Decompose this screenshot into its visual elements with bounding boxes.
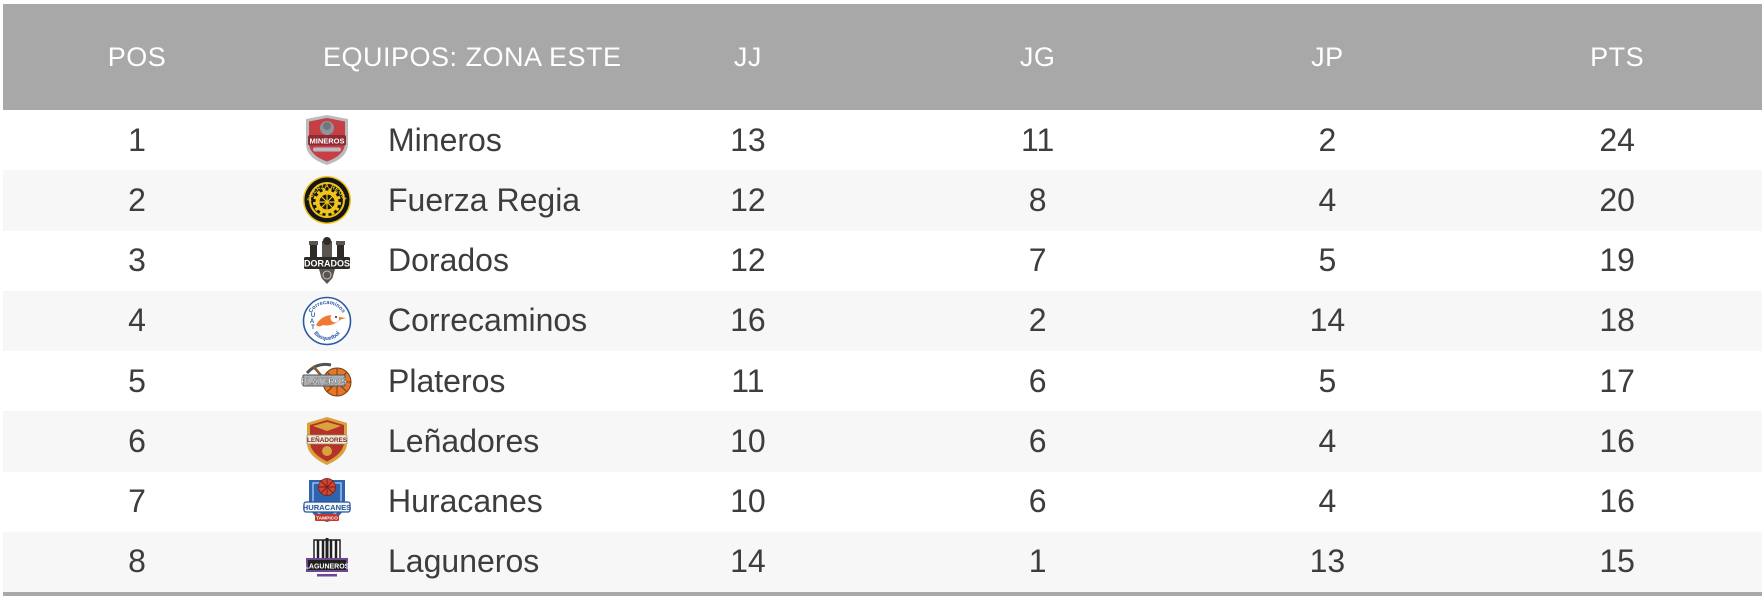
pts-cell: 19 — [1599, 242, 1635, 279]
svg-text:A: A — [310, 319, 315, 325]
team-cell: DORADOS Dorados — [271, 233, 603, 289]
team-name: Correcaminos — [388, 302, 588, 339]
table-row: 5 PLATEROS Plateros 11 6 5 17 — [3, 351, 1762, 412]
svg-text:DORADOS: DORADOS — [304, 258, 350, 268]
pos-cell: 2 — [128, 181, 146, 218]
column-header-jj: JJ — [733, 42, 762, 72]
pts-cell: 18 — [1599, 302, 1635, 339]
team-name: Mineros — [388, 121, 502, 158]
column-header-pos: POS — [107, 42, 167, 72]
team-name: Leñadores — [388, 422, 540, 459]
jg-cell: 1 — [1028, 543, 1047, 580]
pts-cell: 15 — [1599, 543, 1635, 580]
team-cell: LEÑADORES Leñadores — [271, 413, 603, 469]
pts-cell: 16 — [1599, 483, 1635, 520]
pts-cell: 17 — [1599, 362, 1635, 399]
pos-cell: 6 — [128, 422, 146, 459]
team-cell: MINEROS Mineros — [271, 112, 603, 168]
jj-cell: 14 — [730, 543, 766, 580]
team-cell: Correcaminos Basquetbol U A T Correcamin… — [271, 293, 603, 349]
team-name: Huracanes — [388, 483, 543, 520]
table-header: POS EQUIPOS: ZONA ESTE JJ JG JP PTS — [3, 4, 1762, 110]
svg-text:T: T — [311, 325, 315, 331]
svg-text:LEÑADORES: LEÑADORES — [307, 435, 348, 444]
jj-cell: 12 — [730, 181, 766, 218]
standings-body: 1 MINEROS Mineros 13 11 2 24 2 FUERZA REGIA F… — [3, 110, 1762, 592]
jg-cell: 8 — [1028, 181, 1047, 218]
jj-cell: 16 — [730, 302, 766, 339]
jj-cell: 11 — [731, 362, 765, 399]
jj-cell: 13 — [730, 121, 766, 158]
svg-text:Basquetbol: Basquetbol — [312, 330, 342, 342]
team-name: Dorados — [388, 242, 509, 279]
jp-cell: 5 — [1318, 242, 1337, 279]
jp-cell: 4 — [1318, 483, 1337, 520]
table-row: 7 HURACANES TAMPICO Huracanes 10 6 4 16 — [3, 471, 1762, 532]
column-header-equipos: EQUIPOS: ZONA ESTE — [323, 42, 622, 72]
svg-text:U: U — [311, 313, 315, 319]
mineros-logo-icon: MINEROS — [299, 112, 355, 168]
jp-cell: 13 — [1309, 543, 1346, 580]
table-row: 6 LEÑADORES Leñadores 10 6 4 16 — [3, 411, 1762, 472]
jg-cell: 6 — [1028, 362, 1047, 399]
pos-cell: 5 — [128, 362, 146, 399]
team-cell: LAGUNEROS Laguneros — [271, 534, 603, 590]
jp-cell: 4 — [1318, 181, 1337, 218]
jg-cell: 2 — [1028, 302, 1047, 339]
jj-cell: 10 — [730, 483, 766, 520]
table-row: 2 FUERZA REGIA Fuerza Regia 12 8 4 20 — [3, 170, 1762, 231]
jj-cell: 10 — [730, 422, 766, 459]
team-cell: HURACANES TAMPICO Huracanes — [271, 474, 603, 530]
table-row: 8 LAGUNEROS Laguneros 14 1 13 15 — [3, 531, 1762, 592]
team-name: Laguneros — [388, 543, 540, 580]
pos-cell: 3 — [128, 242, 146, 279]
dorados-logo-icon: DORADOS — [299, 233, 355, 289]
table-row: 3 DORADOS Dorados 12 7 5 19 — [3, 230, 1762, 291]
team-cell: FUERZA REGIA Fuerza Regia — [271, 172, 603, 228]
column-header-jp: JP — [1311, 42, 1344, 72]
svg-text:LAGUNEROS: LAGUNEROS — [305, 563, 350, 570]
jg-cell: 6 — [1028, 422, 1047, 459]
jg-cell: 11 — [1021, 121, 1055, 158]
pos-cell: 4 — [128, 302, 146, 339]
huracanes-logo-icon: HURACANES TAMPICO — [299, 474, 355, 530]
pos-cell: 8 — [128, 543, 146, 580]
svg-text:TAMPICO: TAMPICO — [316, 515, 338, 521]
pts-cell: 24 — [1599, 121, 1635, 158]
column-header-pts: PTS — [1590, 42, 1645, 72]
pos-cell: 7 — [128, 483, 146, 520]
jp-cell: 5 — [1318, 362, 1337, 399]
svg-text:PLATEROS: PLATEROS — [301, 376, 347, 386]
pos-cell: 1 — [128, 121, 146, 158]
table-row: 4 Correcaminos Basquetbol U A T Correcam… — [3, 290, 1762, 351]
jp-cell: 14 — [1309, 302, 1346, 339]
jg-cell: 6 — [1028, 483, 1047, 520]
jg-cell: 7 — [1028, 242, 1047, 279]
team-name: Fuerza Regia — [388, 181, 581, 218]
jp-cell: 4 — [1318, 422, 1337, 459]
pts-cell: 20 — [1599, 181, 1635, 218]
next-section-divider — [3, 592, 1762, 596]
lenadores-logo-icon: LEÑADORES — [299, 413, 355, 469]
laguneros-logo-icon: LAGUNEROS — [299, 534, 355, 590]
correcaminos-logo-icon: Correcaminos Basquetbol U A T — [299, 293, 355, 349]
standings-table: POS EQUIPOS: ZONA ESTE JJ JG JP PTS 1 MI… — [3, 4, 1762, 596]
plateros-logo-icon: PLATEROS — [299, 353, 355, 409]
svg-text:HURACANES: HURACANES — [303, 503, 352, 512]
team-cell: PLATEROS Plateros — [271, 353, 603, 409]
jj-cell: 12 — [730, 242, 766, 279]
column-header-jg: JG — [1019, 42, 1056, 72]
fuerza-regia-logo-icon: FUERZA REGIA — [299, 172, 355, 228]
table-row: 1 MINEROS Mineros 13 11 2 24 — [3, 110, 1762, 171]
pts-cell: 16 — [1599, 422, 1635, 459]
jp-cell: 2 — [1318, 121, 1337, 158]
team-name: Plateros — [388, 362, 506, 399]
svg-text:MINEROS: MINEROS — [309, 137, 344, 146]
